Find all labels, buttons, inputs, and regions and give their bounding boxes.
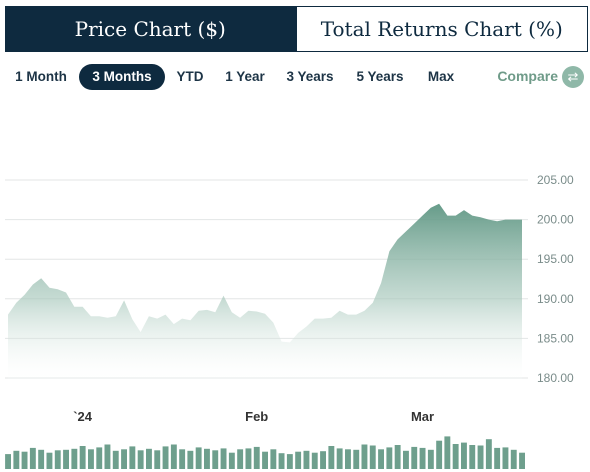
- volume-bar: [88, 449, 94, 469]
- volume-bar: [369, 445, 376, 469]
- volume-bar: [494, 447, 501, 469]
- volume-bar: [146, 448, 152, 469]
- volume-bar: [461, 442, 467, 469]
- x-tick-label: Mar: [411, 409, 434, 424]
- volume-bar: [286, 454, 293, 469]
- x-axis: `24 Feb Mar: [73, 409, 434, 424]
- y-tick-label: 195.00: [537, 252, 574, 266]
- volume-bar: [411, 446, 418, 469]
- volume-bar: [154, 450, 161, 469]
- range-selector: 1 Month 3 Months YTD 1 Year 3 Years 5 Ye…: [5, 64, 588, 92]
- volume-bar: [162, 446, 169, 469]
- range-3-months[interactable]: 3 Months: [79, 64, 165, 90]
- volume-bar: [419, 447, 426, 469]
- volume-bar: [394, 445, 401, 469]
- volume-bar: [187, 450, 194, 469]
- volume-bar: [63, 449, 69, 469]
- volume-bar: [519, 452, 525, 469]
- volume-bar: [204, 448, 210, 469]
- y-tick-label: 190.00: [537, 292, 574, 306]
- volume-bar: [212, 450, 219, 469]
- volume-bar: [510, 449, 517, 469]
- volume-bar: [195, 447, 202, 469]
- compare-swap-icon[interactable]: ⇄: [562, 66, 584, 88]
- volume-bar: [469, 445, 476, 469]
- volume-bar: [336, 448, 343, 469]
- range-ytd[interactable]: YTD: [176, 69, 204, 84]
- tab-price-chart[interactable]: Price Chart ($): [5, 6, 296, 52]
- volume-bar: [121, 449, 127, 469]
- volume-bar: [320, 451, 326, 469]
- volume-bar: [245, 448, 252, 469]
- volume-bar: [303, 450, 310, 469]
- range-1-year[interactable]: 1 Year: [225, 69, 265, 84]
- volume-bar: [112, 450, 119, 469]
- volume-bar: [353, 449, 360, 469]
- volume-bar: [237, 449, 244, 469]
- volume-bar: [361, 444, 368, 469]
- chart-type-tabs: Price Chart ($) Total Returns Chart (%): [5, 6, 588, 52]
- volume-bar: [452, 444, 459, 469]
- volume-bar: [253, 446, 260, 469]
- volume-bar: [21, 451, 28, 469]
- volume-bar: [71, 448, 78, 469]
- range-3-years[interactable]: 3 Years: [286, 69, 334, 84]
- volume-bar: [311, 452, 318, 469]
- volume-bar: [403, 450, 409, 469]
- volume-bar: [179, 449, 186, 469]
- volume-bar: [477, 445, 484, 469]
- volume-bar: [137, 450, 144, 469]
- volume-bar: [378, 449, 384, 469]
- volume-bars: [5, 436, 525, 469]
- volume-bar: [436, 440, 443, 469]
- range-max[interactable]: Max: [427, 69, 455, 84]
- range-5-years[interactable]: 5 Years: [356, 69, 404, 84]
- range-1-month[interactable]: 1 Month: [15, 69, 67, 84]
- volume-bar: [328, 446, 335, 469]
- volume-bar: [38, 449, 45, 469]
- compare-button[interactable]: Compare: [497, 68, 558, 84]
- y-tick-label: 205.00: [537, 173, 574, 187]
- tab-total-returns-chart[interactable]: Total Returns Chart (%): [295, 6, 588, 52]
- volume-bar: [278, 453, 285, 469]
- x-tick-label: `24: [73, 409, 93, 424]
- volume-bar: [54, 450, 61, 469]
- y-tick-label: 185.00: [537, 331, 574, 345]
- volume-bar: [46, 452, 53, 469]
- price-area: [8, 203, 522, 380]
- volume-bar: [427, 449, 434, 469]
- x-tick-label: Feb: [245, 409, 268, 424]
- volume-bar: [485, 439, 492, 469]
- volume-bar: [29, 447, 36, 469]
- volume-bar: [502, 447, 509, 469]
- y-axis: 205.00 200.00 195.00 190.00 185.00 180.00: [537, 173, 574, 385]
- volume-bar: [444, 436, 451, 469]
- volume-bar: [295, 451, 302, 469]
- volume-bar: [170, 444, 177, 469]
- y-tick-label: 200.00: [537, 213, 574, 227]
- volume-bar: [129, 446, 136, 469]
- volume-bar: [79, 446, 86, 469]
- volume-bar: [386, 447, 393, 469]
- volume-bar: [262, 451, 268, 469]
- y-tick-label: 180.00: [537, 371, 574, 385]
- volume-bar: [104, 444, 111, 469]
- volume-bar: [345, 449, 351, 469]
- volume-bar: [13, 450, 20, 469]
- volume-bar: [220, 448, 227, 469]
- volume-bar: [228, 452, 235, 469]
- volume-bar: [270, 449, 277, 469]
- volume-bar: [96, 447, 103, 469]
- volume-bar: [5, 454, 11, 469]
